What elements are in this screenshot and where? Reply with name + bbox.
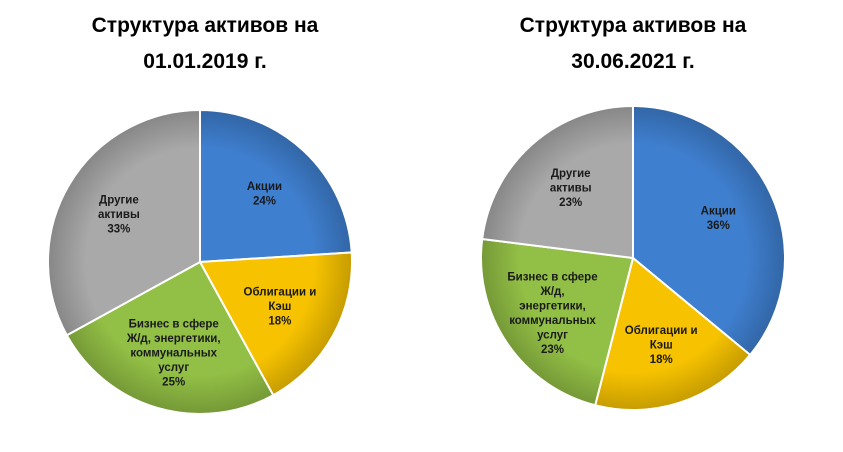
slice-label: Бизнес в сфере Ж/д, энергетики, коммунальн… [126,319,221,389]
slice-other [481,104,634,260]
slice-category-label: Другие [99,195,139,207]
slice-category-label: Ж/д, энергетики, [126,333,221,345]
slice-category-label: Кэш [268,301,291,313]
slice-category-label: Другие [551,168,591,180]
slice-label: Акции 36% [701,206,736,233]
slice-label: Облигации и Кэш 18% [625,325,698,366]
slice-category-label: Ж/д, [539,286,564,298]
slice-business [65,260,275,415]
slice-category-label: Бизнес в сфере [129,319,219,331]
slice-label: Облигации и Кэш 18% [244,286,317,327]
chart-title: Структура активов на 30.06.2021 г. [443,8,823,80]
slice-value-label: 24% [253,196,276,208]
slice-label: Другие активы 23% [550,168,592,209]
pie-plot: Акции 24% Облигации и Кэш 18% Бизнес в сфере Ж… [47,108,353,415]
chart-title-line-1: Структура активов на [519,14,747,37]
slice-category-label: Кэш [650,340,673,352]
slice-category-label: услуг [158,362,189,374]
slice-label: Акции 24% [247,181,282,208]
slice-value-label: 18% [268,315,291,327]
slice-value-label: 25% [162,377,185,389]
slice-value-label: 23% [541,344,564,356]
slice-value-label: 23% [559,197,582,209]
slice-category-label: энергетики, [519,300,585,312]
slice-category-label: Акции [247,181,282,193]
slice-label: Другие активы 33% [98,195,140,236]
chart-title-line-2: 01.01.2019 г. [143,50,267,73]
chart-title: Структура активов на 01.01.2019 г. [15,8,395,80]
pie-plot: Акции 36% Облигации и Кэш 18% Бизнес в сфере Ж… [480,104,786,411]
slice-category-label: активы [98,209,140,221]
slice-label: Бизнес в сфере Ж/д, энергетики, коммунальны… [507,271,597,356]
chart-title-line-2: 30.06.2021 г. [571,50,695,73]
slice-bonds-cash [198,251,353,397]
slice-category-label: Облигации и [244,286,317,298]
slice-category-label: коммунальных [509,315,596,327]
pie-chart-2021: Структура активов на 30.06.2021 г. Акции… [443,0,823,452]
slice-category-label: активы [550,182,592,194]
chart-title-line-1: Структура активов на [91,14,319,37]
pie-chart-2019: Структура активов на 01.01.2019 г. Акции… [15,0,395,452]
slice-business [480,237,635,407]
slice-category-label: услуг [537,329,568,341]
slice-value-label: 33% [107,224,130,236]
slice-category-label: коммунальных [130,348,217,360]
slice-other [47,108,201,337]
slice-stocks [632,104,786,357]
slice-category-label: Акции [701,206,736,218]
slice-value-label: 36% [707,220,730,232]
slice-stocks [199,108,353,264]
slice-bonds-cash [593,256,752,411]
slice-category-label: Облигации и [625,325,698,337]
slice-category-label: Бизнес в сфере [507,271,597,283]
slice-value-label: 18% [650,354,673,366]
